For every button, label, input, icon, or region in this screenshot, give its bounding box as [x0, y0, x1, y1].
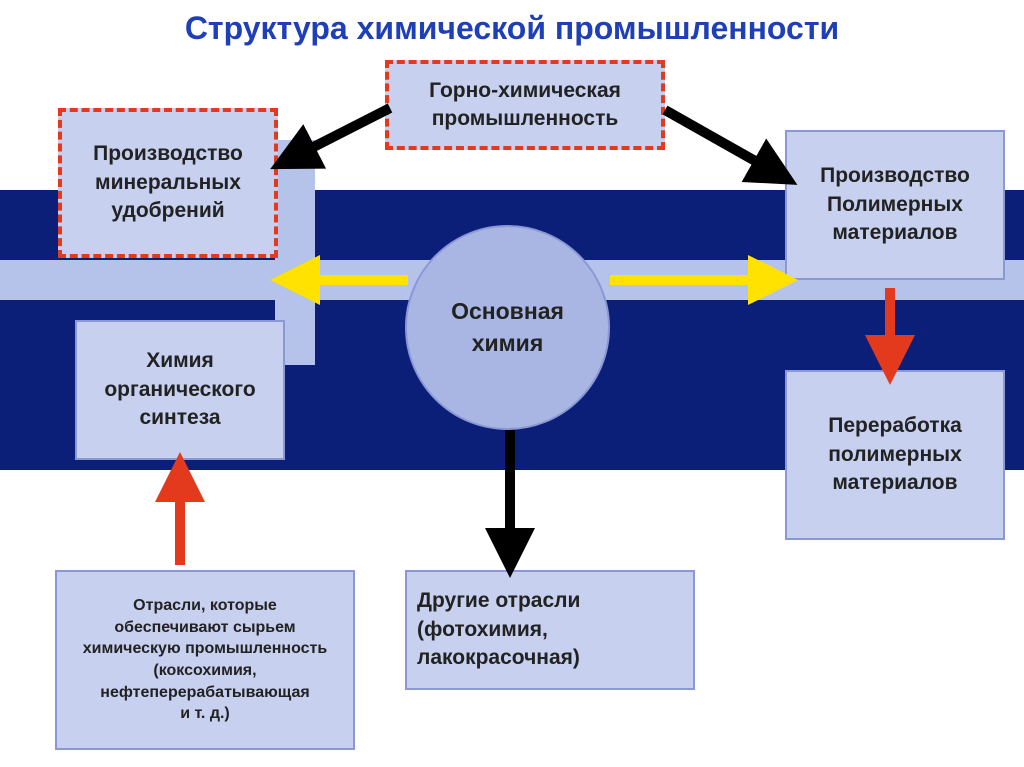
box-fertilizers: Производство минеральных удобрений: [58, 108, 278, 258]
box-mining-label: Горно-химическая промышленность: [429, 77, 621, 134]
box-polymers_prod: Производство Полимерных материалов: [785, 130, 1005, 280]
box-other-line: лакокрасочная): [417, 644, 683, 672]
box-other: Другие отрасли(фотохимия,лакокрасочная): [405, 570, 695, 690]
box-fertilizers-label: Производство минеральных удобрений: [93, 140, 243, 225]
box-other-line: Другие отрасли: [417, 587, 683, 615]
box-polymers_prod-label: Производство Полимерных материалов: [820, 162, 970, 247]
box-supply: Отрасли, которые обеспечивают сырьем хим…: [55, 570, 355, 750]
box-other-line: (фотохимия,: [417, 616, 683, 644]
box-mining: Горно-химическая промышленность: [385, 60, 665, 150]
box-polymers_proc: Переработка полимерных материалов: [785, 370, 1005, 540]
center-circle-label: Основная химия: [451, 296, 564, 358]
box-organic: Химия органического синтеза: [75, 320, 285, 460]
center-circle-main-chemistry: Основная химия: [405, 225, 610, 430]
box-polymers_proc-label: Переработка полимерных материалов: [828, 412, 962, 497]
box-organic-label: Химия органического синтеза: [104, 347, 255, 432]
box-supply-label: Отрасли, которые обеспечивают сырьем хим…: [83, 595, 327, 725]
page-title: Структура химической промышленности: [0, 0, 1024, 47]
arrow: [665, 110, 780, 175]
